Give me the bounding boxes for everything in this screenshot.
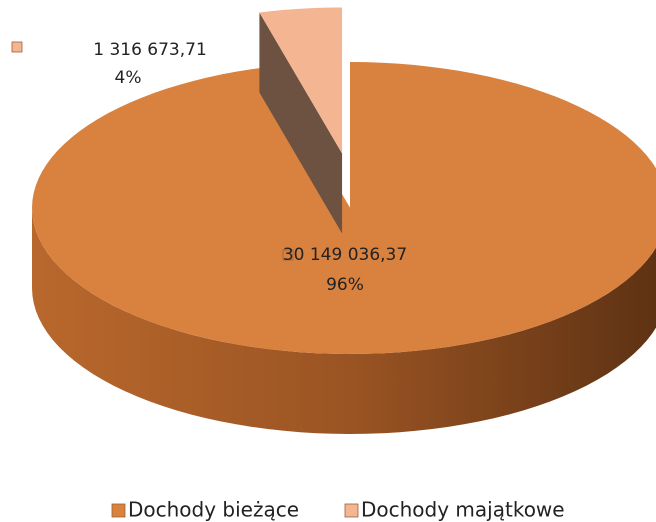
percent-label: 96% [326,275,364,295]
label-icon [282,249,294,261]
slice [32,62,656,354]
legend-label: Dochody majątkowe [361,498,565,522]
slice-wall [32,208,656,434]
slice [259,7,343,154]
value-label: 30 149 036,37 [283,245,407,265]
slice-side [259,12,343,234]
legend-swatch [111,503,126,518]
value-label: 1 316 673,71 [93,40,207,60]
legend: Dochody bieżące Dochody majątkowe [111,498,565,522]
legend-label: Dochody bieżące [128,498,299,522]
percent-label: 4% [115,68,142,88]
legend-swatch [344,503,359,518]
label-icon [11,41,23,53]
data-labels: 30 149 036,37 96% 1 316 673,71 4% [11,40,407,295]
pie [32,7,656,434]
